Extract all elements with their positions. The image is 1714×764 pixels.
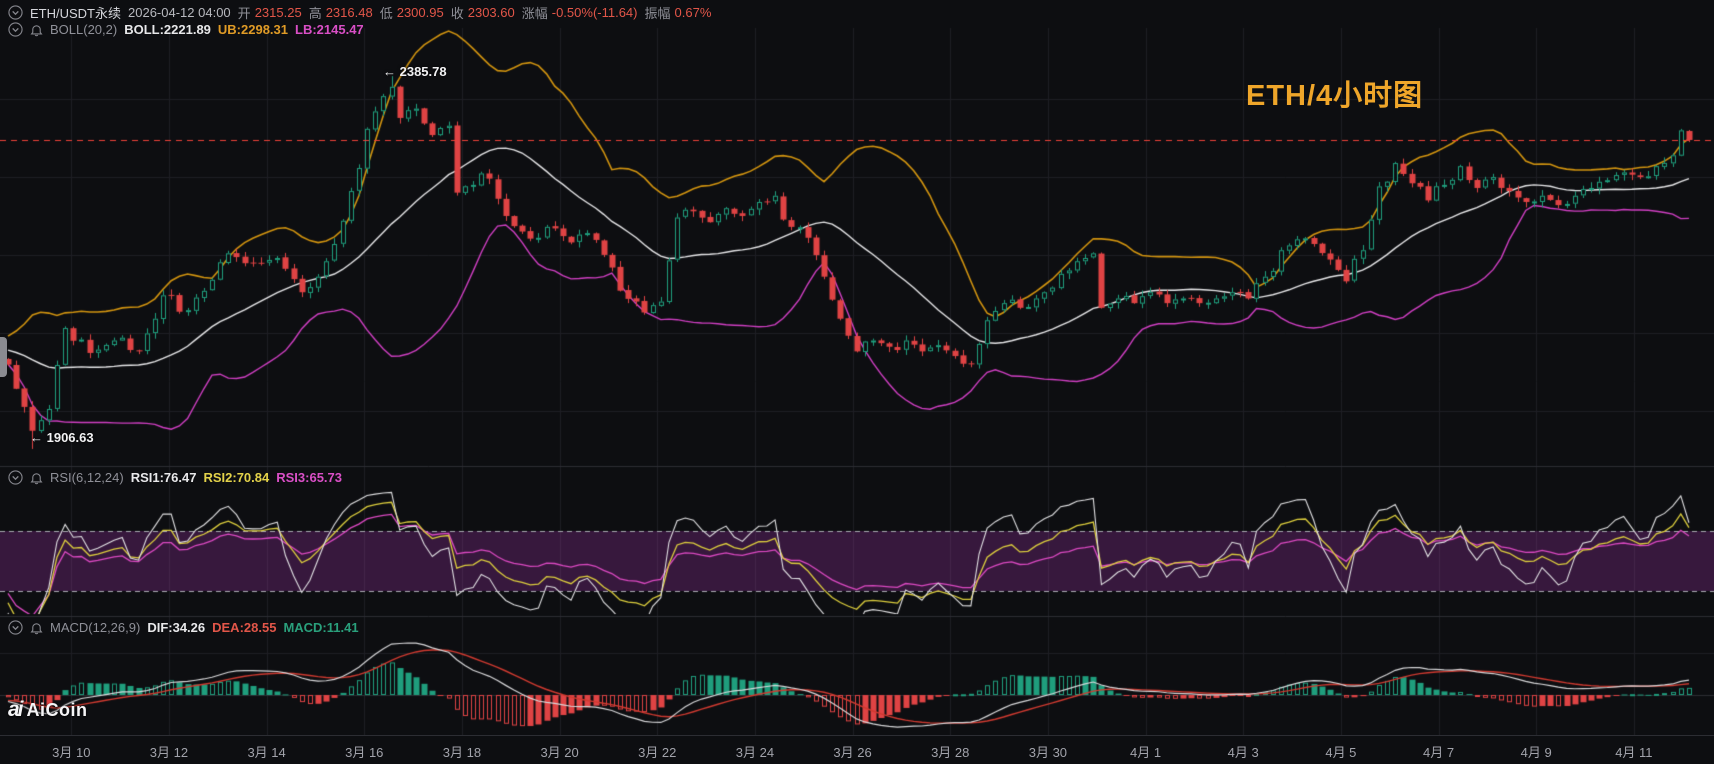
alert-bell-icon[interactable]	[30, 471, 43, 485]
bar-datetime: 2026-04-12 04:00	[128, 5, 231, 20]
pane-drag-handle[interactable]	[0, 337, 7, 377]
time-axis[interactable]: 3月 10 3月 12 3月 14 3月 16 3月 18 3月 20 3月 22 3月 24…	[0, 735, 1714, 764]
symbol-header-row: ETH/USDT永续 2026-04-12 04:00 开 2315.25 高 …	[8, 3, 711, 22]
alert-bell-icon[interactable]	[30, 621, 43, 635]
amplitude-label: 振幅	[644, 6, 671, 21]
boll-mid-value: BOLL:2221.89	[124, 22, 211, 37]
x-axis-label: 3月 14	[247, 745, 286, 760]
x-axis-label: 4月 11	[1615, 745, 1653, 760]
boll-name[interactable]: BOLL(20,2)	[50, 22, 118, 37]
x-axis-label: 3月 22	[638, 745, 677, 760]
x-axis-label: 4月 9	[1520, 745, 1552, 760]
high-value: 2316.48	[325, 5, 373, 20]
boll-ub-value: UB:2298.31	[217, 22, 289, 37]
rsi-header-row: RSI(6,12,24) RSI1:76.47 RSI2:70.84 RSI3:…	[8, 470, 342, 485]
x-axis-label: 3月 16	[345, 745, 384, 760]
change-value: -0.50%(-11.64)	[551, 5, 638, 20]
collapse-chevron-icon[interactable]	[8, 620, 23, 635]
high-price-annotation: ← 2385.78	[383, 64, 447, 79]
open-label: 开	[237, 6, 251, 21]
boll-header-row: BOLL(20,2) BOLL:2221.89 UB:2298.31 LB:21…	[8, 22, 364, 37]
low-value: 2300.95	[396, 5, 444, 20]
low-label: 低	[379, 6, 393, 21]
aicoin-logo: ai AiCoin	[8, 698, 88, 722]
open-value: 2315.25	[254, 5, 302, 20]
change-label: 涨幅	[521, 6, 548, 21]
low-price-annotation: ← 1906.63	[30, 430, 94, 445]
x-axis-label: 3月 20	[540, 745, 579, 760]
x-axis-label: 4月 1	[1130, 745, 1162, 760]
x-axis-label: 3月 26	[833, 745, 872, 760]
collapse-chevron-icon[interactable]	[8, 470, 23, 485]
aicoin-logo-word: AiCoin	[26, 699, 88, 720]
macd-hist-value: MACD:11.41	[283, 620, 359, 635]
aicoin-logo-mark: ai	[8, 698, 23, 721]
x-axis-label: 4月 7	[1422, 745, 1455, 760]
x-axis-label: 3月 30	[1028, 745, 1068, 760]
macd-dea-value: DEA:28.55	[212, 620, 277, 635]
x-axis-label: 3月 12	[149, 745, 189, 760]
rsi-name[interactable]: RSI(6,12,24)	[50, 470, 124, 485]
rsi1-value: RSI1:76.47	[130, 470, 197, 485]
x-axis-label: 3月 24	[735, 745, 775, 760]
x-axis-label: 3月 18	[442, 745, 482, 760]
x-axis-label: 4月 5	[1325, 745, 1357, 760]
collapse-chevron-icon[interactable]	[8, 22, 23, 37]
x-axis-label: 3月 28	[931, 745, 970, 760]
rsi3-value: RSI3:65.73	[276, 470, 342, 485]
macd-name[interactable]: MACD(12,26,9)	[50, 620, 141, 635]
rsi2-value: RSI2:70.84	[203, 470, 270, 485]
chart-watermark-title: ETH/4小时图	[1246, 80, 1424, 112]
macd-dif-value: DIF:34.26	[147, 620, 206, 635]
symbol-name[interactable]: ETH/USDT永续	[30, 6, 122, 21]
x-axis-label: 3月 10	[52, 745, 91, 760]
high-label: 高	[308, 6, 322, 21]
close-value: 2303.60	[467, 5, 515, 20]
boll-lb-value: LB:2145.47	[295, 22, 364, 37]
collapse-chevron-icon[interactable]	[8, 5, 23, 20]
alert-bell-icon[interactable]	[30, 23, 43, 37]
macd-header-row: MACD(12,26,9) DIF:34.26 DEA:28.55 MACD:1…	[8, 620, 359, 635]
x-axis-label: 4月 3	[1227, 745, 1259, 760]
amplitude-value: 0.67%	[674, 5, 712, 20]
close-label: 收	[450, 6, 464, 21]
